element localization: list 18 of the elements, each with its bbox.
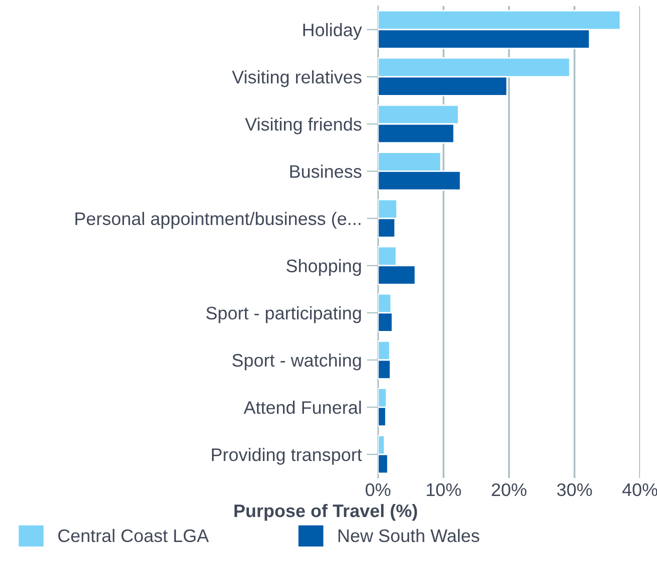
- y-tick-label: Sport - participating: [206, 306, 361, 324]
- y-tick-label: Shopping: [286, 259, 361, 276]
- y-tick-label: Personal appointment/business (e...: [75, 212, 360, 229]
- x-tick-label: 20%: [492, 483, 526, 496]
- x-tick-label: 10%: [426, 483, 461, 496]
- y-tick-label: Providing transport: [212, 448, 362, 465]
- legend-label: Central Coast LGA: [58, 528, 209, 542]
- y-tick-label: Visiting friends: [245, 117, 362, 134]
- y-tick-label: Holiday: [303, 23, 362, 40]
- x-tick-label: 30%: [557, 483, 592, 496]
- x-tick-label: 0%: [366, 483, 390, 496]
- x-tick-label: 40%: [622, 483, 657, 496]
- x-axis-title: Purpose of Travel (%): [234, 504, 418, 521]
- legend-label: New South Wales: [338, 528, 480, 542]
- y-tick-label: Attend Funeral: [244, 400, 361, 414]
- y-tick-label: Visiting relatives: [232, 70, 362, 88]
- y-tick-label: Sport - watching: [232, 353, 361, 370]
- y-tick-label: Business: [290, 164, 362, 178]
